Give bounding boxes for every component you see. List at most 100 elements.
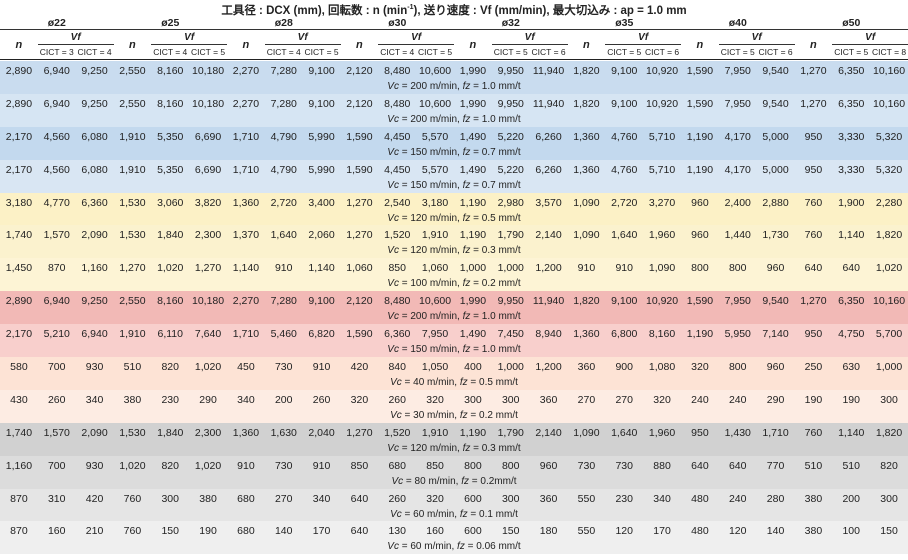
- cell-value: 5,700: [875, 328, 903, 341]
- cell-value: 1,270: [194, 262, 222, 275]
- cell-value: 1,840: [157, 426, 184, 439]
- cell-value: 11,940: [532, 97, 565, 110]
- cell-value: 630: [842, 361, 860, 374]
- fz-symbol: fz: [462, 179, 471, 191]
- cell-value: 1,900: [838, 196, 865, 209]
- cell-value: 950: [804, 130, 823, 143]
- vc-symbol: Vc: [387, 311, 399, 323]
- cell-value: 1,910: [119, 130, 146, 143]
- cell-value: 1,370: [232, 229, 260, 242]
- cell-value: 850: [350, 459, 369, 472]
- cell-value: 9,950: [497, 295, 524, 308]
- cell-value: 8,160: [648, 328, 676, 341]
- table-row: 3,180 4,770 6,360 1,530 3,060 3,820 1,360 2,720…: [0, 192, 908, 226]
- cell-value: 150: [880, 525, 898, 538]
- cell-value: 6,940: [43, 295, 70, 308]
- cell-value: 1,090: [648, 262, 676, 275]
- cell-value: 2,170: [5, 130, 33, 143]
- vc-symbol: Vc: [387, 212, 399, 224]
- fz-value: = 1.0 mm/t: [470, 113, 521, 125]
- cell-value: 360: [539, 492, 558, 505]
- diameter-header: ø35: [615, 17, 634, 29]
- cell-value: 300: [880, 393, 898, 406]
- cell-value: 300: [880, 492, 898, 505]
- cell-value: 260: [388, 492, 406, 505]
- cell-value: 930: [85, 361, 104, 374]
- rpm-header: n: [242, 38, 250, 51]
- cell-value: 5,570: [421, 163, 449, 176]
- cell-value: 5,990: [308, 163, 335, 176]
- cell-value: 150: [501, 525, 520, 538]
- cell-value: 2,720: [270, 196, 297, 209]
- cell-value: 1,360: [573, 163, 600, 176]
- cell-value: 960: [691, 229, 709, 242]
- table-row: 2,170 4,560 6,080 1,910 5,350 6,690 1,710 4,790…: [0, 126, 908, 160]
- cell-value: 2,400: [724, 196, 751, 209]
- cell-value: 510: [123, 361, 142, 374]
- cell-value: 1,520: [384, 426, 411, 439]
- cell-value: 190: [199, 525, 217, 538]
- cell-value: 6,350: [838, 65, 865, 77]
- cell-value: 1,910: [119, 163, 146, 176]
- cell-value: 910: [274, 262, 293, 275]
- cell-value: 730: [577, 459, 596, 472]
- feed-header: Vf CICT = 5 CICT = 6: [605, 30, 681, 59]
- cell-value: 1,490: [459, 130, 487, 143]
- cell-value: 1,190: [459, 196, 487, 209]
- cell-value: 3,270: [648, 196, 676, 209]
- cell-value: 770: [766, 459, 785, 472]
- cell-value: 870: [47, 262, 66, 275]
- cell-value: 4,760: [611, 130, 638, 143]
- table-row: 580 700 930 510 820 1,020 450 730 910 420 840 1,050…: [0, 357, 908, 390]
- table-row: 870 160 210 760 150 190 680 140 170 640 130 160 600 1…: [0, 521, 908, 555]
- cell-value: 380: [199, 492, 217, 505]
- fz-symbol: fz: [457, 541, 465, 553]
- cell-value: 1,360: [232, 196, 260, 209]
- cell-value: 900: [615, 361, 633, 374]
- cell-value: 1,360: [573, 130, 600, 143]
- cell-value: 910: [312, 459, 331, 472]
- cutting-condition: Vc = 120 m/min, fz = 0.3 mm/t: [0, 443, 908, 456]
- cell-value: 2,300: [194, 426, 222, 439]
- cell-value: 2,300: [194, 229, 222, 242]
- cict-subheaders: CICT = 5 CICT = 6: [719, 45, 795, 59]
- cict-label: CICT = 4: [153, 46, 188, 57]
- cell-value: 5,350: [157, 163, 184, 176]
- fz-value: = 0.2 mm/t: [467, 409, 518, 421]
- fz-value: = 0.5 mm/t: [467, 377, 518, 389]
- cell-value: 7,950: [724, 97, 751, 110]
- cell-value: 6,110: [157, 328, 183, 341]
- cutting-condition: Vc = 150 m/min, fz = 0.7 mm/t: [0, 180, 908, 193]
- cell-value: 1,270: [119, 262, 146, 275]
- cell-value: 2,890: [5, 97, 33, 110]
- cell-value: 1,190: [686, 130, 714, 143]
- cell-value: 1,190: [459, 229, 487, 242]
- cell-value: 7,950: [421, 328, 449, 341]
- cell-value: 2,550: [119, 295, 146, 308]
- cell-value: 1,060: [346, 262, 373, 275]
- cell-value: 1,190: [459, 426, 487, 439]
- cell-value: 4,450: [384, 130, 411, 143]
- cell-value: 290: [199, 393, 217, 406]
- table-row: 2,170 4,560 6,080 1,910 5,350 6,690 1,710 4,790…: [0, 159, 908, 193]
- row-values: 3,180 4,770 6,360 1,530 3,060 3,820 1,360 2,720…: [0, 193, 908, 213]
- cell-value: 300: [501, 492, 520, 505]
- feed-header-label: Vf: [37, 31, 114, 45]
- cell-value: 200: [274, 393, 293, 406]
- vc-symbol: Vc: [387, 113, 399, 125]
- cell-value: 730: [615, 459, 633, 472]
- cell-value: 430: [10, 393, 28, 406]
- cell-value: 700: [47, 361, 66, 374]
- cell-value: 260: [47, 393, 66, 406]
- cutting-condition: Vc = 40 m/min, fz = 0.5 mm/t: [0, 377, 908, 390]
- cell-value: 700: [47, 459, 66, 472]
- cell-value: 10,600: [419, 65, 452, 77]
- cell-value: 1,710: [232, 163, 260, 176]
- cell-value: 360: [577, 361, 596, 374]
- feed-header: Vf CICT = 5 CICT = 6: [718, 30, 795, 59]
- row-values: 2,890 6,940 9,250 2,550 8,160 10,180 2,270 7,28…: [0, 291, 908, 311]
- cell-value: 2,120: [346, 97, 373, 110]
- cell-value: 3,180: [421, 196, 449, 209]
- vc-value: = 80 m/min,: [403, 475, 462, 487]
